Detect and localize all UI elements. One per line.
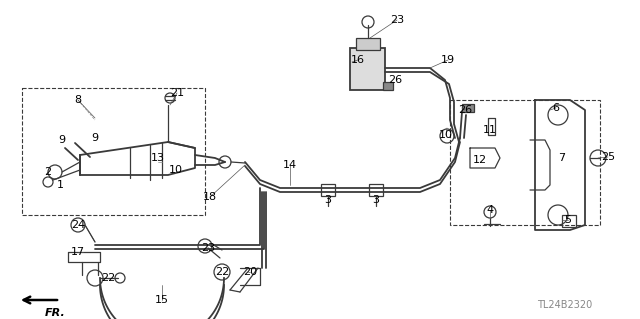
Text: 18: 18 — [203, 192, 217, 202]
Bar — [462, 104, 474, 112]
Bar — [22, 88, 205, 215]
Text: 22: 22 — [101, 273, 115, 283]
Text: 26: 26 — [388, 75, 402, 85]
Text: 9: 9 — [58, 135, 65, 145]
Bar — [562, 215, 576, 227]
Text: 21: 21 — [170, 88, 184, 98]
Text: 19: 19 — [441, 55, 455, 65]
Text: 24: 24 — [71, 220, 85, 230]
Text: 9: 9 — [92, 133, 99, 143]
Text: 20: 20 — [243, 267, 257, 277]
Text: 15: 15 — [155, 295, 169, 305]
Text: 23: 23 — [201, 243, 215, 253]
Text: 22: 22 — [215, 267, 229, 277]
Text: 12: 12 — [473, 155, 487, 165]
Text: 7: 7 — [559, 153, 566, 163]
Text: 1: 1 — [56, 180, 63, 190]
Bar — [450, 100, 600, 225]
Text: 6: 6 — [552, 103, 559, 113]
Text: 4: 4 — [486, 205, 493, 215]
Bar — [350, 48, 385, 90]
Text: FR.: FR. — [45, 308, 65, 318]
Bar — [321, 184, 335, 196]
Text: 10: 10 — [169, 165, 183, 175]
Text: 11: 11 — [483, 125, 497, 135]
Text: 3: 3 — [372, 195, 380, 205]
Text: 2: 2 — [44, 167, 52, 177]
Text: 5: 5 — [564, 215, 572, 225]
Bar — [356, 38, 380, 50]
Text: 17: 17 — [71, 247, 85, 257]
Bar — [369, 184, 383, 196]
Text: 26: 26 — [458, 105, 472, 115]
Text: 25: 25 — [601, 152, 615, 162]
Text: 10: 10 — [439, 130, 453, 140]
Text: 8: 8 — [74, 95, 81, 105]
Text: 13: 13 — [151, 153, 165, 163]
Text: TL24B2320: TL24B2320 — [538, 300, 593, 310]
Text: 3: 3 — [324, 195, 332, 205]
Bar — [383, 82, 393, 90]
Text: 16: 16 — [351, 55, 365, 65]
Text: 14: 14 — [283, 160, 297, 170]
Text: 23: 23 — [390, 15, 404, 25]
